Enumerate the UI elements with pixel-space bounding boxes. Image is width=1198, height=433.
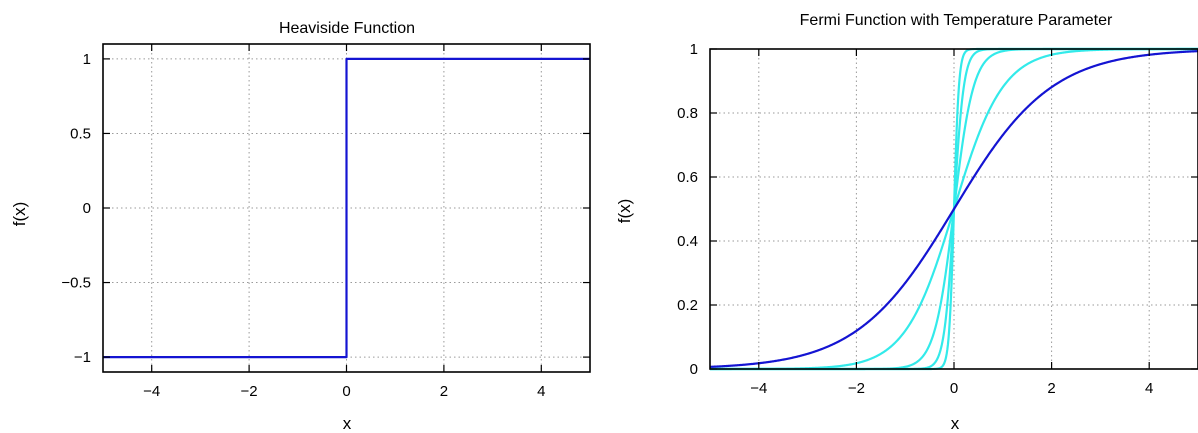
y-tick-label: 1 bbox=[83, 51, 91, 68]
x-tick-label: 2 bbox=[440, 383, 448, 400]
y-tick-label: 0 bbox=[83, 200, 91, 217]
y-tick-label: 0.8 bbox=[677, 105, 698, 122]
y-tick-label: 0.5 bbox=[70, 125, 91, 142]
x-tick-label: −2 bbox=[848, 380, 865, 397]
series-line bbox=[103, 57, 590, 359]
series-line bbox=[710, 50, 1198, 368]
x-axis-label: x bbox=[951, 414, 960, 433]
y-tick-label: −1 bbox=[74, 349, 91, 366]
plot-area bbox=[103, 57, 590, 359]
x-tick-label: −2 bbox=[241, 383, 258, 400]
y-tick-label: 0.2 bbox=[677, 297, 698, 314]
x-tick-label: 2 bbox=[1047, 380, 1055, 397]
chart-title: Fermi Function with Temperature Paramete… bbox=[800, 12, 1113, 29]
x-tick-label: −4 bbox=[750, 380, 767, 397]
y-tick-label: 0 bbox=[690, 361, 698, 378]
ticks: −4 −2 0 2 4 0 0.2 0.4 0.6 0.8 1 bbox=[677, 41, 1198, 397]
x-tick-label: 0 bbox=[950, 380, 958, 397]
fermi-chart: Fermi Function with Temperature Paramete… bbox=[615, 12, 1198, 433]
x-tick-label: 0 bbox=[342, 383, 350, 400]
chart-title: Heaviside Function bbox=[279, 20, 415, 37]
x-tick-label: 4 bbox=[537, 383, 545, 400]
y-tick-label: 1 bbox=[690, 41, 698, 58]
plot-frame bbox=[709, 48, 1198, 370]
y-axis-label: f(x) bbox=[10, 202, 29, 227]
x-axis-label: x bbox=[343, 414, 352, 433]
y-axis-label: f(x) bbox=[615, 199, 634, 224]
y-tick-label: −0.5 bbox=[61, 275, 91, 292]
ticks: −4 −2 0 2 4 −1 −0.5 0 0.5 1 bbox=[61, 43, 591, 400]
heaviside-chart: Heaviside Function x f(x) −4 −2 0 2 4 −1 −0.5 0… bbox=[10, 20, 591, 433]
x-tick-label: −4 bbox=[143, 383, 160, 400]
plot-area bbox=[710, 47, 1198, 371]
plot-frame bbox=[102, 43, 591, 373]
y-tick-label: 0.6 bbox=[677, 169, 698, 186]
x-tick-label: 4 bbox=[1145, 380, 1153, 397]
y-tick-label: 0.4 bbox=[677, 233, 698, 250]
